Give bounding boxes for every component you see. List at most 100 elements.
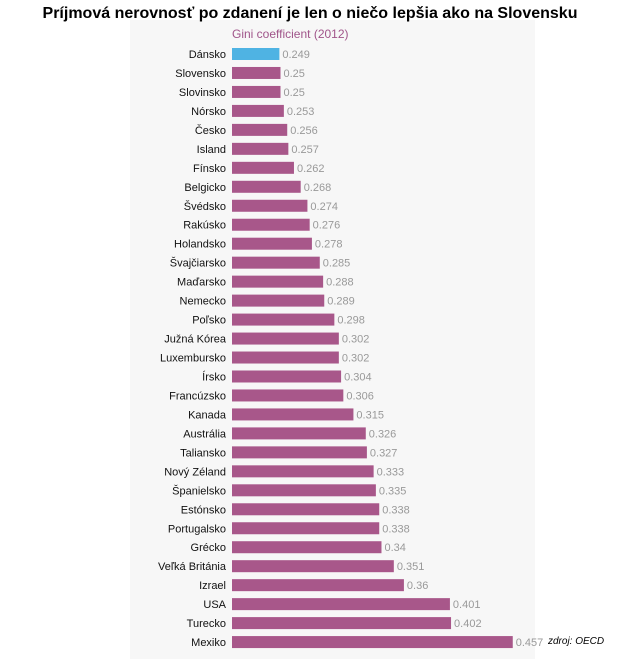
value-label: 0.274 [310,201,338,213]
bar [232,237,312,250]
category-label: Južná Kórea [164,334,227,346]
value-label: 0.306 [346,390,374,402]
category-label: Taliansko [180,447,226,459]
value-label: 0.302 [342,353,370,365]
category-label: Portugalsko [168,523,226,535]
category-label: Nemecko [180,296,226,308]
bar [232,66,281,79]
category-label: Nórsko [191,106,226,118]
bar [232,617,452,630]
value-label: 0.257 [291,144,319,156]
value-label: 0.327 [370,447,398,459]
bar [232,180,301,193]
category-label: Nový Zéland [164,466,226,478]
value-label: 0.278 [315,239,343,251]
bar [232,484,376,497]
category-label: Island [197,144,226,156]
value-label: 0.333 [377,466,405,478]
value-label: 0.338 [382,504,410,516]
bar [232,332,339,345]
value-label: 0.262 [297,163,325,175]
category-label: Švajčiarsko [170,257,226,270]
bar [232,560,394,573]
bar [232,161,294,174]
value-label: 0.288 [326,277,354,289]
bar [232,636,513,649]
value-label: 0.276 [313,220,341,232]
category-label: Veľká Británia [158,561,227,573]
bar [232,446,367,459]
category-label: Dánsko [189,49,226,61]
chart-title: Príjmová nerovnosť po zdanení je len o n… [42,5,578,22]
category-label: Kanada [188,409,227,421]
category-label: USA [203,599,226,611]
bar [232,199,308,212]
bar [232,85,281,98]
value-label: 0.25 [284,87,305,99]
value-label: 0.335 [379,485,407,497]
bar [232,275,324,288]
bar [232,541,382,554]
bar [232,142,289,155]
category-label: Slovensko [175,68,226,80]
category-label: Grécko [191,542,226,554]
value-label: 0.25 [284,68,305,80]
category-label: Luxembursko [160,353,226,365]
category-label: Austrália [183,428,227,440]
category-label: Poľsko [192,315,226,327]
bar [232,598,450,611]
source-note: zdroj: OECD [548,636,605,647]
bar [232,408,354,421]
category-label: Švédsko [184,200,226,213]
category-label: Fínsko [193,163,226,175]
value-label: 0.304 [344,371,372,383]
value-label: 0.36 [407,580,428,592]
category-label: Slovinsko [179,87,226,99]
bar [232,522,380,535]
value-label: 0.285 [323,258,351,270]
category-label: Belgicko [184,182,226,194]
category-label: Rakúsko [183,220,226,232]
bar [232,256,320,269]
bar [232,123,288,136]
bar [232,294,325,307]
category-label: Estónsko [181,504,226,516]
category-label: Írsko [202,370,226,383]
category-label: Česko [195,124,226,137]
value-label: 0.326 [369,428,397,440]
value-label: 0.315 [356,409,384,421]
category-label: Turecko [187,618,226,630]
bar [232,313,335,326]
value-label: 0.289 [327,296,355,308]
value-label: 0.256 [290,125,318,137]
chart-subtitle: Gini coefficient (2012) [232,27,349,41]
bar [232,218,310,231]
bar [232,465,374,478]
value-label: 0.302 [342,334,370,346]
category-label: Holandsko [174,239,226,251]
bar [232,579,404,592]
value-label: 0.253 [287,106,315,118]
value-label: 0.249 [282,49,310,61]
bar [232,351,339,364]
category-label: Španielsko [172,484,226,497]
category-label: Francúzsko [169,390,226,402]
category-label: Mexiko [191,637,226,649]
bar [232,503,380,516]
bar [232,104,284,117]
value-label: 0.338 [382,523,410,535]
value-label: 0.268 [304,182,332,194]
bar [232,370,342,383]
bar [232,389,344,402]
bar [232,48,280,60]
value-label: 0.401 [453,599,481,611]
value-label: 0.351 [397,561,425,573]
value-label: 0.457 [516,637,544,649]
value-label: 0.34 [384,542,405,554]
bar [232,427,366,440]
value-label: 0.402 [454,618,482,630]
category-label: Maďarsko [177,277,226,289]
category-label: Izrael [199,580,226,592]
value-label: 0.298 [337,315,365,327]
